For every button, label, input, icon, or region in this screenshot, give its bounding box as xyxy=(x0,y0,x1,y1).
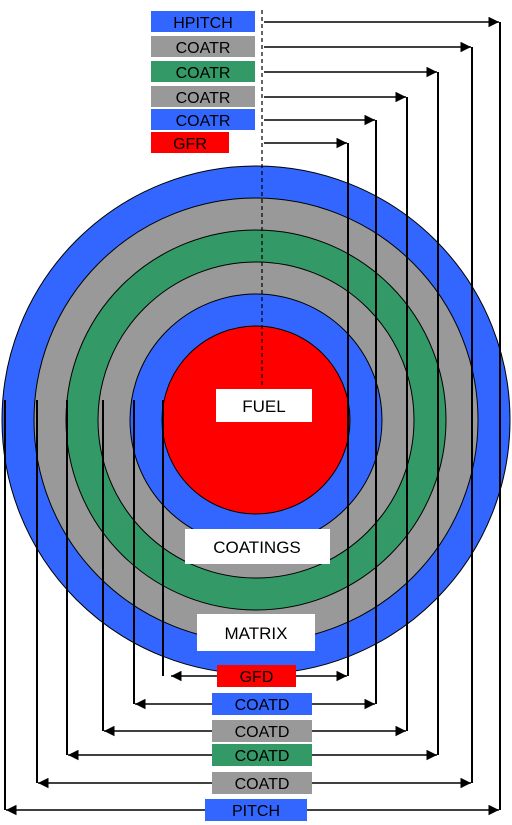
diameter-label-box xyxy=(217,665,296,687)
radius-label-item: COATR xyxy=(151,36,471,57)
radius-label-box xyxy=(151,86,255,107)
diameter-label-text: COATD xyxy=(235,697,290,714)
diameter-label-box xyxy=(212,693,312,715)
radius-label-item: COATR xyxy=(151,109,375,130)
radius-labels-group: HPITCH COATR COATR COATR COATR GFR xyxy=(151,11,499,153)
coatings-label: COATINGS xyxy=(185,529,330,564)
matrix-label-text: MATRIX xyxy=(225,624,288,643)
diameter-label-box xyxy=(205,799,307,821)
diameter-label-item: PITCH xyxy=(6,799,499,821)
radius-label-text: COATR xyxy=(176,113,231,130)
radius-label-item: COATR xyxy=(151,61,437,82)
radius-label-box xyxy=(151,61,255,82)
dimension-vertical-lines xyxy=(4,22,501,810)
radius-label-box xyxy=(151,109,255,130)
diameter-label-box xyxy=(212,720,312,742)
diameter-label-text: COATD xyxy=(235,776,290,793)
fuel-label: FUEL xyxy=(216,389,312,422)
diameter-label-box xyxy=(212,744,312,766)
diameter-label-text: PITCH xyxy=(232,803,280,820)
radius-label-item: GFR xyxy=(151,132,347,153)
radius-label-text: COATR xyxy=(176,65,231,82)
diameter-label-item: COATD xyxy=(135,693,375,715)
diameter-label-text: GFD xyxy=(240,669,274,686)
diameter-label-item: COATD xyxy=(68,744,437,766)
matrix-label: MATRIX xyxy=(197,614,315,651)
diameter-labels-group: GFD COATD COATD COATD COATD PITCH xyxy=(6,665,499,821)
diameter-label-text: COATD xyxy=(235,724,290,741)
radius-label-item: COATR xyxy=(151,86,406,107)
radius-label-box xyxy=(151,11,255,32)
radius-label-item: HPITCH xyxy=(151,11,499,32)
fuel-label-text: FUEL xyxy=(242,397,285,416)
diameter-label-box xyxy=(212,772,312,794)
diameter-label-text: COATD xyxy=(235,748,290,765)
radius-label-text: COATR xyxy=(176,40,231,57)
diameter-label-item: COATD xyxy=(38,772,471,794)
coatings-label-text: COATINGS xyxy=(213,538,301,557)
diameter-label-item: COATD xyxy=(104,720,406,742)
radius-label-box xyxy=(151,36,255,57)
radius-label-text: COATR xyxy=(176,90,231,107)
radius-label-box xyxy=(151,132,229,153)
radius-label-text: GFR xyxy=(173,136,207,153)
radius-label-text: HPITCH xyxy=(173,15,233,32)
diameter-label-item: GFD xyxy=(171,665,347,687)
